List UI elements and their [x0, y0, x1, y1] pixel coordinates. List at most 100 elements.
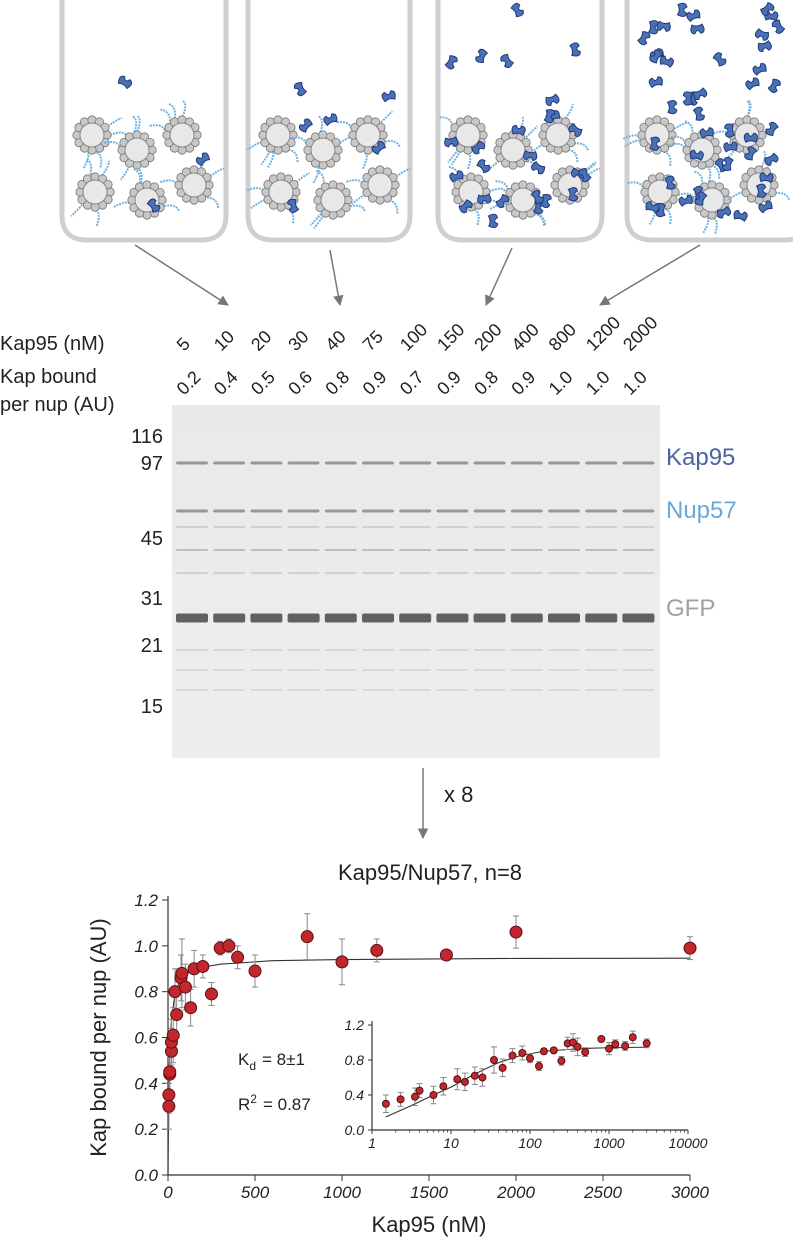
data-point	[460, 1077, 469, 1086]
data-point	[335, 955, 349, 969]
kap	[146, 198, 161, 213]
nup-strand	[525, 125, 539, 139]
nup-strand	[388, 199, 399, 215]
kap	[757, 40, 772, 53]
bead	[265, 122, 291, 148]
nup-strand	[209, 167, 225, 178]
tube	[435, 0, 605, 243]
gel-band	[176, 613, 208, 623]
gel-band	[473, 689, 506, 691]
kap	[745, 77, 760, 91]
data-point	[184, 1001, 198, 1015]
kap	[578, 168, 592, 183]
y-tick-label: 0.8	[345, 1052, 365, 1068]
y-tick-label: 1.2	[345, 1017, 365, 1033]
gel-band	[213, 669, 246, 671]
kap	[117, 75, 133, 90]
bound-value: 1.0	[545, 367, 577, 399]
data-point	[526, 1054, 534, 1063]
kap	[760, 1, 775, 16]
chart-title: Kap95/Nup57, n=8	[338, 860, 522, 885]
bead	[367, 172, 393, 198]
data-point	[683, 941, 697, 955]
bead	[79, 122, 105, 148]
gel-band	[585, 509, 618, 513]
concentration-value: 800	[545, 319, 580, 354]
data-point	[162, 1099, 176, 1113]
kap	[648, 20, 659, 35]
annotation-subscript: d	[249, 1059, 256, 1073]
nup-strand	[683, 120, 694, 135]
kap	[458, 199, 473, 214]
gel-band	[287, 649, 320, 651]
gel-band	[287, 572, 320, 574]
concentration-value: 75	[359, 327, 387, 355]
gel-band	[622, 461, 655, 465]
gel-band	[287, 613, 320, 623]
data-point	[498, 1063, 507, 1072]
nup-strand	[362, 152, 368, 170]
concentration-value: 5	[173, 334, 194, 355]
concentration-value: 10	[210, 327, 238, 355]
gel-band	[176, 526, 208, 528]
nup-strand	[351, 194, 366, 205]
kap	[733, 210, 748, 222]
gel-band	[548, 549, 580, 551]
data-point	[470, 1071, 479, 1080]
gel-band	[548, 649, 580, 651]
kap	[500, 53, 514, 69]
gel-band	[213, 509, 246, 513]
gel-band	[436, 526, 469, 528]
data-point	[178, 980, 192, 994]
nup-strand	[107, 117, 123, 128]
kap	[637, 31, 651, 46]
nup-strand	[101, 160, 111, 177]
kap	[699, 127, 714, 139]
data-point	[170, 1008, 184, 1022]
kap	[659, 55, 674, 68]
data-point	[163, 1065, 177, 1079]
gel-band	[585, 461, 618, 465]
concentration-value: 100	[396, 319, 431, 354]
kap	[567, 187, 579, 202]
nup-strand	[384, 140, 401, 148]
gel-band	[250, 572, 283, 574]
annotation-text: = 8±1	[262, 1050, 305, 1069]
x-axis-label: Kap95 (nM)	[372, 1212, 487, 1237]
gel-band	[250, 613, 283, 623]
gel-band	[585, 613, 618, 623]
kap	[764, 152, 779, 166]
nup-strand	[181, 100, 187, 118]
x-tick-label: 100	[518, 1135, 542, 1151]
kap	[682, 91, 694, 106]
concentration-value: 40	[321, 327, 349, 355]
nup-strand	[668, 142, 686, 149]
gel-band	[399, 572, 432, 574]
data-point	[248, 964, 262, 978]
data-point	[453, 1075, 462, 1084]
nup-strand	[85, 158, 93, 175]
y-tick-label: 0.8	[134, 983, 158, 1002]
kap	[690, 23, 705, 35]
arrow	[599, 244, 701, 306]
bound-value: 0.2	[173, 367, 205, 399]
concentration-value: 20	[247, 327, 275, 355]
gel-band	[287, 461, 320, 465]
data-point	[205, 987, 218, 1001]
x-tick-label: 1000	[593, 1135, 624, 1151]
gel-band	[473, 549, 506, 551]
nup-strand	[135, 166, 143, 184]
bound-value: 0.9	[507, 367, 539, 399]
annotation: R2 = 0.87	[238, 1092, 311, 1114]
concentration-value: 30	[284, 327, 312, 355]
kap	[371, 140, 387, 155]
bound-value: 0.8	[321, 367, 353, 399]
kap	[676, 2, 688, 17]
nup-strand	[585, 167, 601, 178]
tube	[59, 0, 229, 243]
gel-band	[622, 669, 655, 671]
nup-strand	[345, 179, 363, 184]
x-tick-label: 0	[163, 1183, 173, 1202]
nup-strand	[336, 121, 353, 129]
data-point	[621, 1042, 630, 1050]
